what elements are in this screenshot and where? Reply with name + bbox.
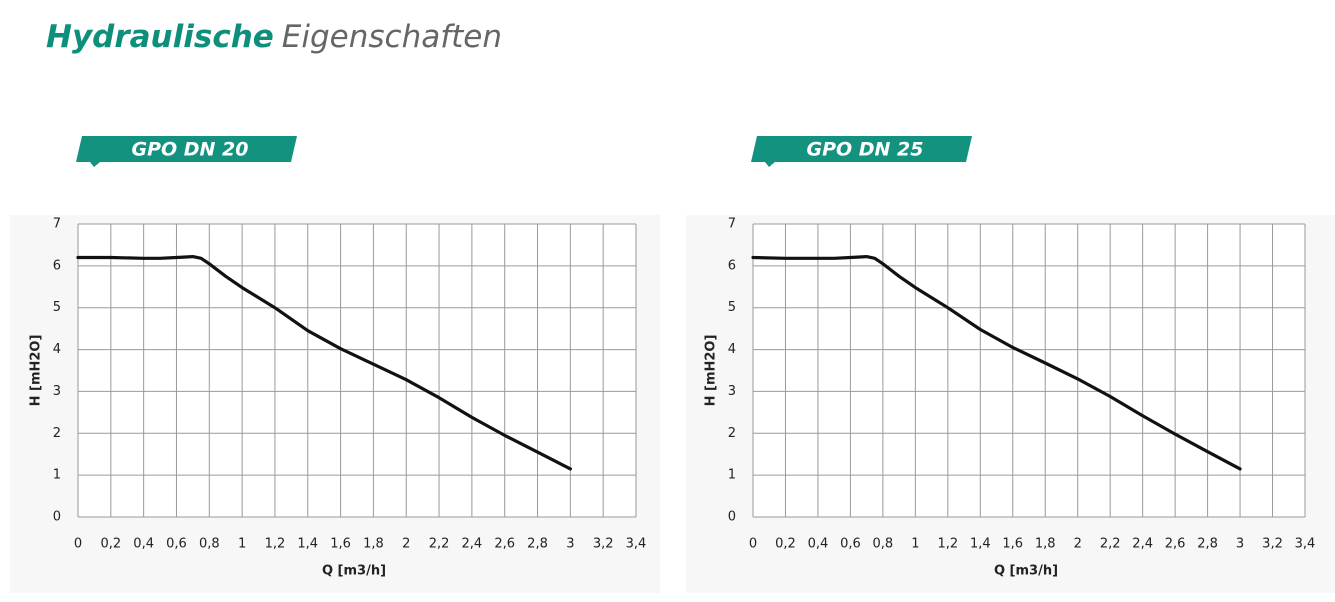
x-tick-label: 2,4 [1132, 537, 1153, 552]
y-tick-label: 7 [53, 217, 61, 232]
heading-light: Eigenschaften [282, 19, 502, 55]
heading-bold: Hydraulische [46, 19, 274, 55]
x-tick-label: 2,2 [1100, 537, 1121, 552]
y-tick-label: 1 [53, 468, 61, 483]
x-axis-label: Q [m3/h] [994, 564, 1058, 579]
x-tick-label: 1,4 [297, 537, 318, 552]
chart-title: GPO DN 20 [131, 139, 248, 161]
x-tick-label: 1,8 [1035, 537, 1056, 552]
y-tick-label: 4 [53, 342, 61, 357]
x-tick-label: 0,4 [808, 537, 829, 552]
plot-area [753, 224, 1305, 517]
title-banner [76, 136, 297, 167]
x-tick-label: 2,6 [494, 537, 515, 552]
x-tick-label: 1 [238, 537, 246, 552]
y-tick-label: 3 [53, 384, 61, 399]
x-tick-label: 0,8 [873, 537, 894, 552]
x-tick-label: 1,6 [1002, 537, 1023, 552]
curve [751, 255, 1242, 471]
chart-title: GPO DN 25 [806, 139, 923, 161]
y-tick-label: 5 [728, 300, 736, 315]
x-tick-label: 0,6 [840, 537, 861, 552]
x-tick-label: 3 [566, 537, 574, 552]
x-tick-label: 3,4 [1295, 537, 1316, 552]
y-tick-label: 6 [53, 258, 61, 273]
title-banner [751, 136, 972, 167]
x-tick-label: 2 [1074, 537, 1082, 552]
x-tick-label: 1 [911, 537, 919, 552]
x-tick-label: 2,4 [462, 537, 483, 552]
x-tick-label: 2,2 [429, 537, 450, 552]
x-tick-label: 0,2 [100, 537, 121, 552]
curve [76, 255, 572, 471]
x-tick-label: 1,6 [330, 537, 351, 552]
heading: Hydraulische Eigenschaften [46, 19, 502, 55]
x-tick-label: 1,2 [937, 537, 958, 552]
y-tick-label: 2 [728, 426, 736, 441]
x-tick-label: 0,6 [166, 537, 187, 552]
y-axis-label: H [mH2O] [29, 335, 44, 407]
y-tick-label: 4 [728, 342, 736, 357]
x-tick-label: 2,8 [1197, 537, 1218, 552]
x-tick-label: 0 [74, 537, 82, 552]
x-tick-label: 3,2 [1262, 537, 1283, 552]
y-axis-label: H [mH2O] [704, 335, 719, 407]
x-tick-label: 3,4 [626, 537, 647, 552]
x-tick-label: 1,2 [265, 537, 286, 552]
x-axis-label: Q [m3/h] [322, 564, 386, 579]
x-tick-label: 1,8 [363, 537, 384, 552]
x-tick-label: 3,2 [593, 537, 614, 552]
x-tick-label: 0,4 [133, 537, 154, 552]
chart: GPO DN 25 0 1 2 3 4 5 6 7 0 0,2 0,4 0,6 0,8 1 1,2 1,4 1,6… [686, 136, 1335, 593]
x-tick-label: 2 [402, 537, 410, 552]
x-tick-label: 0 [749, 537, 757, 552]
y-tick-label: 5 [53, 300, 61, 315]
y-tick-label: 6 [728, 258, 736, 273]
x-tick-label: 2,8 [527, 537, 548, 552]
y-tick-label: 7 [728, 217, 736, 232]
y-tick-label: 1 [728, 468, 736, 483]
x-tick-label: 3 [1236, 537, 1244, 552]
plot-area [78, 224, 636, 517]
x-tick-label: 0,2 [775, 537, 796, 552]
x-tick-label: 2,6 [1165, 537, 1186, 552]
x-tick-label: 0,8 [199, 537, 220, 552]
x-tick-label: 1,4 [970, 537, 991, 552]
y-tick-label: 3 [728, 384, 736, 399]
chart: GPO DN 20 0 1 2 3 4 5 6 7 0 0,2 0,4 0,6 0,8 1 1,2 1,4 1,6… [10, 136, 660, 593]
y-tick-label: 0 [53, 510, 61, 525]
y-tick-label: 2 [53, 426, 61, 441]
y-tick-label: 0 [728, 510, 736, 525]
